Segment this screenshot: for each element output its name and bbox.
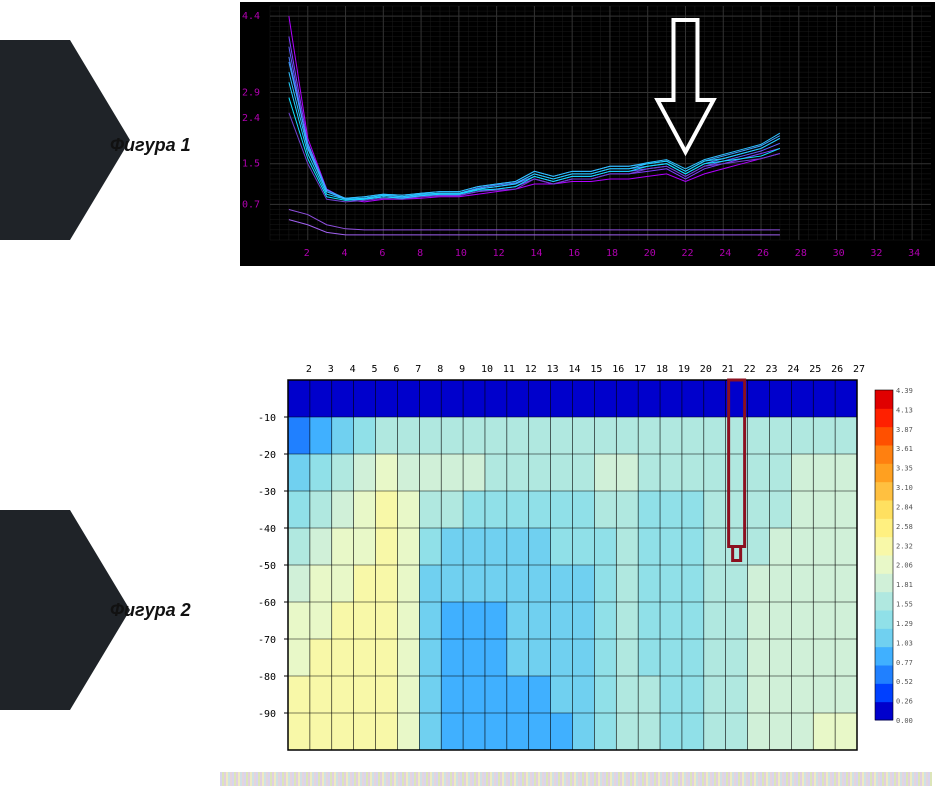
svg-text:26: 26: [757, 248, 769, 259]
svg-text:-70: -70: [258, 635, 276, 646]
svg-text:3.61: 3.61: [896, 445, 913, 453]
svg-text:26: 26: [831, 364, 843, 375]
svg-text:10: 10: [455, 248, 467, 259]
decorative-chevron-1: [0, 40, 70, 240]
svg-text:0.7: 0.7: [242, 199, 260, 210]
svg-text:3.10: 3.10: [896, 484, 913, 492]
svg-text:16: 16: [568, 248, 580, 259]
svg-text:22: 22: [681, 248, 693, 259]
svg-text:2: 2: [306, 364, 312, 375]
svg-text:12: 12: [493, 248, 505, 259]
svg-text:9: 9: [459, 364, 465, 375]
svg-text:4.39: 4.39: [896, 387, 913, 395]
svg-text:1.03: 1.03: [896, 639, 913, 647]
svg-text:4.13: 4.13: [896, 406, 913, 414]
svg-text:14: 14: [530, 248, 542, 259]
svg-text:27: 27: [853, 364, 865, 375]
svg-text:21: 21: [722, 364, 734, 375]
svg-text:34: 34: [908, 248, 920, 259]
svg-text:-40: -40: [258, 524, 276, 535]
decorative-noise-strip: [220, 772, 932, 786]
svg-text:0.00: 0.00: [896, 717, 913, 725]
svg-text:-20: -20: [258, 450, 276, 461]
svg-text:25: 25: [809, 364, 821, 375]
svg-text:14: 14: [569, 364, 581, 375]
figure2-label: Фигура 2: [110, 600, 191, 621]
chart2-heatmap: 2345678910111213141516171819202122232425…: [240, 358, 935, 758]
svg-text:-90: -90: [258, 709, 276, 720]
svg-text:23: 23: [765, 364, 777, 375]
svg-text:1.29: 1.29: [896, 620, 913, 628]
svg-text:0.77: 0.77: [896, 659, 913, 667]
svg-text:30: 30: [833, 248, 845, 259]
svg-text:5: 5: [372, 364, 378, 375]
figure1-label: Фигура 1: [110, 135, 191, 156]
svg-text:13: 13: [547, 364, 559, 375]
svg-text:0.52: 0.52: [896, 678, 913, 686]
svg-text:3.35: 3.35: [896, 465, 913, 473]
svg-text:6: 6: [393, 364, 399, 375]
svg-text:11: 11: [503, 364, 515, 375]
svg-text:8: 8: [437, 364, 443, 375]
svg-text:-80: -80: [258, 672, 276, 683]
chart1-line-plot: 0.71.52.42.94.42468101214161820222426283…: [240, 2, 935, 266]
svg-text:20: 20: [644, 248, 656, 259]
svg-text:24: 24: [787, 364, 799, 375]
svg-text:18: 18: [656, 364, 668, 375]
svg-text:32: 32: [870, 248, 882, 259]
svg-text:4: 4: [342, 248, 348, 259]
decorative-chevron-2: [0, 510, 70, 710]
svg-text:3: 3: [328, 364, 334, 375]
svg-text:20: 20: [700, 364, 712, 375]
svg-text:18: 18: [606, 248, 618, 259]
svg-text:17: 17: [634, 364, 646, 375]
svg-text:2.4: 2.4: [242, 113, 260, 124]
svg-text:15: 15: [590, 364, 602, 375]
svg-text:-10: -10: [258, 413, 276, 424]
svg-text:12: 12: [525, 364, 537, 375]
svg-text:0.26: 0.26: [896, 698, 913, 706]
svg-text:2.32: 2.32: [896, 542, 913, 550]
svg-text:-60: -60: [258, 598, 276, 609]
svg-text:8: 8: [417, 248, 423, 259]
svg-text:1.55: 1.55: [896, 601, 913, 609]
svg-text:7: 7: [415, 364, 421, 375]
svg-text:2.9: 2.9: [242, 87, 260, 98]
svg-text:3.87: 3.87: [896, 426, 913, 434]
svg-text:10: 10: [481, 364, 493, 375]
svg-text:-30: -30: [258, 487, 276, 498]
svg-text:28: 28: [795, 248, 807, 259]
svg-text:24: 24: [719, 248, 731, 259]
svg-text:2.06: 2.06: [896, 562, 913, 570]
svg-text:1.5: 1.5: [242, 159, 260, 170]
svg-text:6: 6: [379, 248, 385, 259]
svg-text:-50: -50: [258, 561, 276, 572]
svg-text:2.84: 2.84: [896, 503, 913, 511]
svg-text:4: 4: [350, 364, 356, 375]
svg-text:16: 16: [612, 364, 624, 375]
svg-text:1.81: 1.81: [896, 581, 913, 589]
svg-text:2: 2: [304, 248, 310, 259]
svg-text:19: 19: [678, 364, 690, 375]
svg-text:22: 22: [744, 364, 756, 375]
svg-text:4.4: 4.4: [242, 11, 260, 22]
svg-text:2.58: 2.58: [896, 523, 913, 531]
